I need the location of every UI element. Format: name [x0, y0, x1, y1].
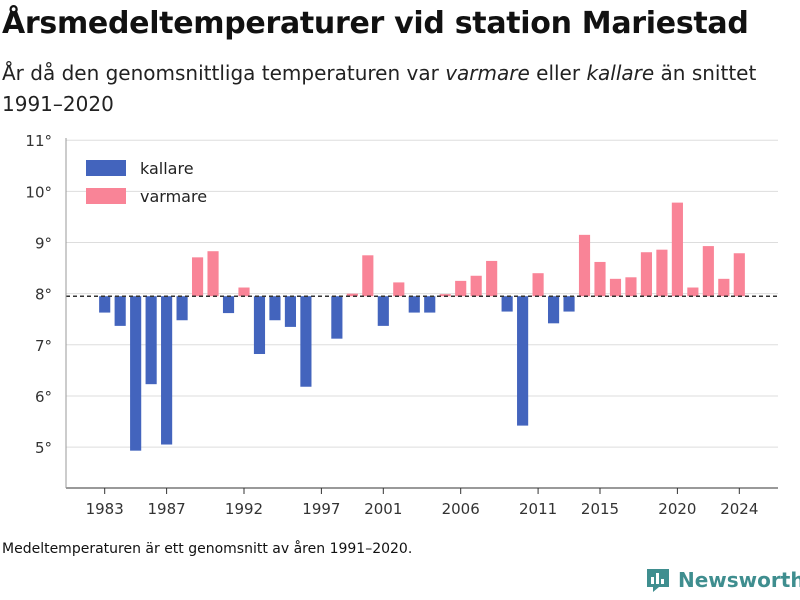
chart-subtitle: År då den genomsnittliga temperaturen va… [2, 58, 782, 120]
subtitle-cold-word: kallare [586, 61, 655, 85]
bar-cold [300, 296, 312, 387]
footnote: Medeltemperaturen är ett genomsnitt av å… [2, 541, 413, 557]
bar-warm [671, 202, 683, 297]
bar-cold [176, 296, 188, 321]
x-tick-label: 2001 [364, 500, 402, 518]
bar-warm [470, 275, 482, 297]
bar-warm [656, 249, 668, 297]
x-axis: 1983 1987 1992 1997 2001 2006 2011 2015 2020 2024 [65, 138, 778, 518]
temperature-bar-chart: 5° 6° 7° 8° 9° 10° 11° 1983 1987 1992 1997 2001 200… [25, 132, 778, 518]
bar-cold [563, 296, 575, 312]
bar-warm [439, 294, 451, 297]
bar-warm [346, 293, 358, 297]
legend-swatch-warm [86, 188, 126, 204]
bar-cold [377, 296, 389, 326]
bar-cold [253, 296, 266, 355]
bar-cold [130, 296, 142, 451]
bar-cold [331, 296, 343, 339]
x-tick-label: 1983 [86, 500, 124, 518]
x-tick-label: 2006 [442, 500, 480, 518]
subtitle-text-middle: eller [529, 61, 587, 85]
bar-warm [594, 261, 606, 297]
bar-warm [455, 280, 467, 297]
subtitle-text-start: År då den genomsnittliga temperaturen va… [2, 61, 446, 85]
bar-cold [161, 296, 173, 445]
bars [99, 202, 745, 451]
gridlines: 5° 6° 7° 8° 9° 10° 11° [25, 132, 778, 457]
x-tick-label: 2020 [658, 500, 696, 518]
bar-warm [238, 287, 250, 297]
bar-cold [408, 296, 420, 313]
bar-warm [393, 282, 405, 297]
x-tick-label: 1987 [148, 500, 186, 518]
x-tick-label: 2011 [519, 500, 557, 518]
brand-name: Newsworthy [678, 568, 800, 592]
bar-cold [424, 296, 436, 313]
y-tick-label: 11° [25, 132, 52, 150]
bar-warm [609, 278, 622, 297]
chart-title: Årsmedeltemperaturer vid station Mariest… [2, 6, 749, 41]
bar-chart-logo-icon [647, 569, 669, 592]
bar-warm [733, 253, 745, 297]
x-tick-label: 1992 [225, 500, 263, 518]
bar-cold [114, 296, 126, 326]
subtitle-warm-word: varmare [445, 61, 530, 85]
bar-cold [284, 296, 297, 327]
bar-cold [269, 296, 281, 321]
bar-cold [222, 296, 235, 314]
bar-warm [191, 257, 204, 297]
brand[interactable]: Newsworthy [644, 566, 800, 594]
y-tick-label: 6° [35, 388, 52, 406]
x-tick-label: 1997 [302, 500, 340, 518]
legend: kallare varmare [86, 159, 207, 206]
y-tick-label: 9° [35, 235, 52, 253]
bar-cold [99, 296, 111, 313]
bar-warm [718, 278, 730, 297]
bar-cold [145, 296, 157, 385]
legend-label-warm: varmare [140, 187, 207, 206]
legend-label-cold: kallare [140, 159, 194, 178]
y-tick-label: 8° [35, 286, 52, 304]
bar-warm [486, 260, 498, 297]
y-tick-label: 10° [25, 183, 52, 201]
bar-warm [207, 251, 219, 297]
bar-cold [517, 296, 529, 426]
bar-warm [625, 277, 637, 297]
legend-swatch-cold [86, 160, 126, 176]
bar-warm [362, 255, 374, 297]
bar-cold [547, 296, 560, 324]
bar-warm [702, 246, 714, 297]
bar-warm [532, 273, 544, 297]
x-tick-label: 2024 [720, 500, 758, 518]
bar-warm [578, 234, 591, 297]
y-tick-label: 5° [35, 439, 52, 457]
bar-cold [501, 296, 513, 312]
subtitle-text-end: än snittet 1991–2020 [2, 61, 757, 116]
bar-warm [687, 287, 699, 297]
x-tick-label: 2015 [581, 500, 619, 518]
bar-warm [640, 252, 653, 297]
y-tick-label: 7° [35, 337, 52, 355]
